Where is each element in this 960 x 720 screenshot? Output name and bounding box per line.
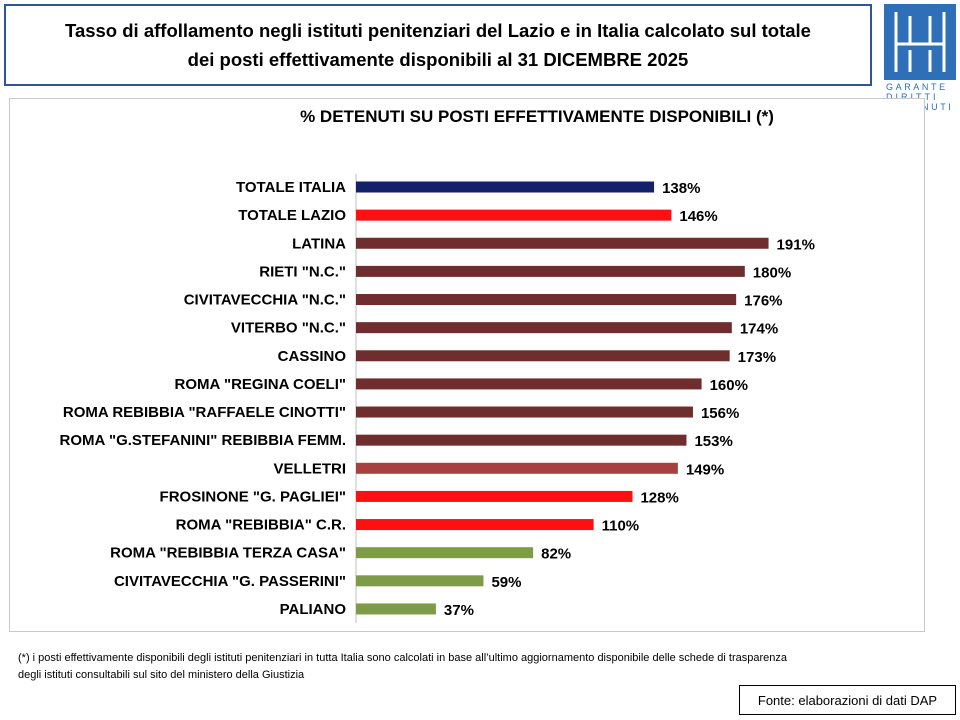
bar-value-label: 180% [753, 264, 791, 281]
bar-value-label: 153% [694, 433, 732, 450]
page-title-line-1: Tasso di affollamento negli istituti pen… [65, 20, 811, 41]
bar-value-label: 149% [686, 461, 724, 478]
category-label: ROMA REBIBBIA "RAFFAELE CINOTTI" [63, 404, 346, 421]
chart-area: % DETENUTI SU POSTI EFFETTIVAMENTE DISPO… [9, 98, 925, 632]
bar [356, 575, 484, 587]
category-label: VELLETRI [273, 460, 346, 477]
logo-text-line-1: GARANTE [886, 82, 948, 92]
footnote: (*) i posti effettivamente disponibili d… [18, 650, 938, 684]
bar [356, 406, 693, 418]
bars-layer: TOTALE ITALIA 138% TOTALE LAZIO 146% LATINA 1… [60, 179, 815, 619]
bar-value-label: 82% [541, 546, 571, 563]
bar [356, 547, 534, 559]
bar [356, 434, 687, 446]
category-label: TOTALE ITALIA [236, 179, 346, 196]
bar-value-label: 37% [444, 602, 474, 619]
chart-title: % DETENUTI SU POSTI EFFETTIVAMENTE DISPO… [300, 107, 774, 126]
bar [356, 265, 745, 277]
bar [356, 350, 730, 362]
bar-value-label: 110% [602, 518, 640, 535]
bar-chart: % DETENUTI SU POSTI EFFETTIVAMENTE DISPO… [60, 107, 815, 623]
category-label: ROMA "G.STEFANINI" REBIBBIA FEMM. [60, 432, 346, 449]
bar [356, 322, 732, 334]
bar-value-label: 160% [710, 377, 748, 394]
bar-value-label: 138% [662, 180, 700, 197]
bar [356, 294, 737, 306]
logo-text-line-2: DIRITTI [886, 92, 939, 102]
category-label: RIETI "N.C." [259, 263, 346, 280]
bar [356, 378, 702, 390]
category-label: LATINA [292, 235, 346, 252]
garante-logo: GARANTE DIRITTI NUTI [884, 4, 956, 110]
logo-text-line-3: NUTI [922, 102, 953, 110]
bar [356, 462, 678, 474]
category-label: CIVITAVECCHIA "G. PASSERINI" [114, 573, 346, 590]
category-label: ROMA "REBIBBIA TERZA CASA" [110, 545, 346, 562]
bar [356, 237, 769, 249]
category-label: FROSINONE "G. PAGLIEI" [160, 488, 346, 505]
bar [356, 519, 594, 531]
footnote-line-1: (*) i posti effettivamente disponibili d… [18, 652, 788, 664]
page-title-line-2: dei posti effettivamente disponibili al … [187, 49, 689, 70]
category-label: TOTALE LAZIO [238, 207, 346, 224]
source-box: Fonte: elaborazioni di dati DAP [739, 685, 956, 715]
category-label: CIVITAVECCHIA "N.C." [184, 292, 346, 309]
footnote-line-2: degli istituti consultabili sul sito del… [18, 669, 305, 681]
logo-mark-icon [894, 12, 946, 72]
bar-value-label: 176% [744, 293, 782, 310]
bar-value-label: 173% [738, 349, 776, 366]
category-label: ROMA "REGINA COELI" [175, 376, 346, 393]
category-label: ROMA "REBIBBIA" C.R. [176, 517, 346, 534]
bar [356, 490, 633, 502]
page-title-box: Tasso di affollamento negli istituti pen… [4, 4, 872, 86]
bar [356, 209, 672, 221]
bar-value-label: 191% [777, 236, 815, 253]
bar [356, 181, 655, 193]
bar-value-label: 156% [701, 405, 739, 422]
category-label: VITERBO "N.C." [231, 320, 346, 337]
bar-value-label: 146% [679, 208, 717, 225]
source-label: Fonte: elaborazioni di dati DAP [757, 692, 938, 708]
bar-value-label: 128% [640, 489, 678, 506]
bar-value-label: 59% [491, 574, 521, 591]
category-label: CASSINO [278, 348, 347, 365]
bar-value-label: 174% [740, 321, 778, 338]
bar [356, 603, 436, 615]
category-label: PALIANO [280, 601, 347, 618]
